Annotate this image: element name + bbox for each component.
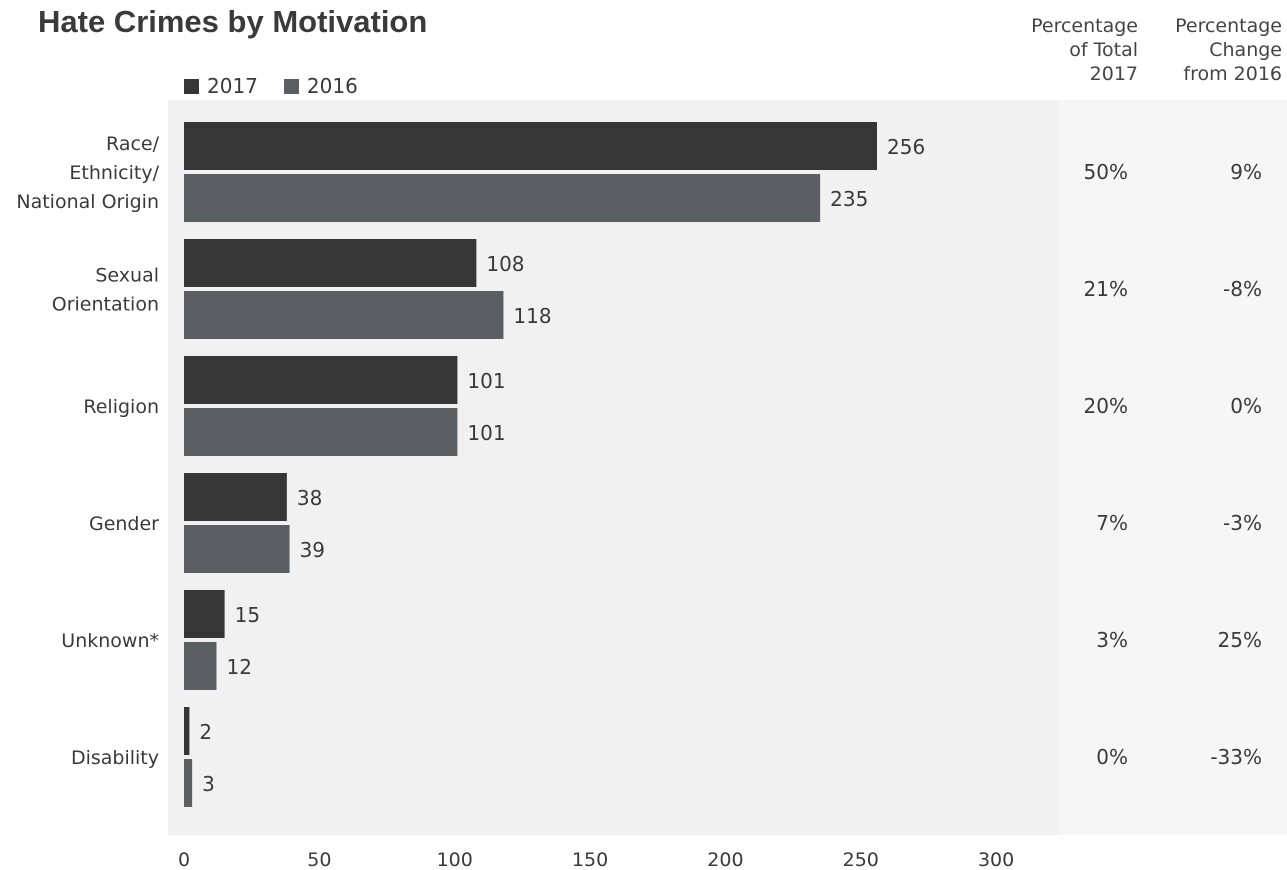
category-label-1-1: Orientation [52,294,159,316]
x-tick-label-100: 100 [437,849,473,870]
value-label-2016-5: 3 [202,772,215,796]
table-cell-1-1: -8% [1223,277,1262,301]
bar-2016-5 [184,759,193,807]
bar-2017-2 [184,356,458,404]
value-label-2016-3: 39 [300,538,325,562]
table-cell-1-5: -33% [1210,745,1262,769]
legend-swatch-2017 [184,78,199,94]
category-label-5-0: Disability [71,747,159,769]
legend-swatch-2016 [283,78,299,94]
legend: 2017 2016 [184,74,358,98]
table-cell-0-1: 21% [1084,277,1128,301]
x-tick-label-50: 50 [307,849,331,870]
bar-2017-4 [184,590,225,638]
table-cell-1-0: 9% [1230,160,1262,184]
table-background [1058,100,1287,835]
column-header-percentage-change: Percentage Change from 2016 [1175,15,1282,85]
table-cell-1-4: 25% [1218,628,1262,652]
table-cell-0-0: 50% [1084,160,1128,184]
table-cell-0-5: 0% [1096,745,1128,769]
legend-label-2017: 2017 [207,74,258,98]
table-cell-1-2: 0% [1230,394,1262,418]
legend-item-2017: 2017 [184,74,258,98]
value-label-2016-4: 12 [226,655,251,679]
plot-background [168,100,1148,835]
x-tick-label-0: 0 [178,849,190,870]
value-label-2017-2: 101 [467,369,505,393]
chart-title: Hate Crimes by Motivation [38,4,428,39]
bar-2016-4 [184,642,217,690]
x-tick-label-200: 200 [707,849,743,870]
value-label-2016-0: 235 [830,187,868,211]
bar-2017-1 [184,239,477,287]
bar-2017-3 [184,473,287,521]
bar-2016-0 [184,174,821,222]
table-cell-0-3: 7% [1096,511,1128,535]
value-label-2017-4: 15 [235,603,260,627]
x-tick-label-150: 150 [572,849,608,870]
category-label-2-0: Religion [83,396,159,418]
category-label-0-0: Race/ [106,133,160,155]
x-tick-label-250: 250 [843,849,879,870]
bar-2016-1 [184,291,504,339]
table-cell-0-4: 3% [1096,628,1128,652]
legend-label-2016: 2016 [306,74,358,98]
bar-2016-2 [184,408,458,456]
bar-2017-0 [184,122,877,170]
column-header-percentage-of-total: Percentage of Total 2017 [1031,15,1138,85]
x-tick-label-300: 300 [978,849,1014,870]
table-cell-1-3: -3% [1223,511,1262,535]
category-label-0-2: National Origin [16,191,159,213]
value-label-2017-1: 108 [486,252,524,276]
value-label-2017-5: 2 [199,720,212,744]
category-label-3-0: Gender [89,513,159,535]
value-label-2017-3: 38 [297,486,322,510]
table-cell-0-2: 20% [1084,394,1128,418]
legend-item-2016: 2016 [283,74,358,98]
category-label-1-0: Sexual [95,265,159,287]
bar-2017-5 [184,707,190,755]
value-label-2017-0: 256 [887,135,925,159]
category-label-4-0: Unknown* [61,630,159,652]
value-label-2016-2: 101 [467,421,505,445]
bar-2016-3 [184,525,290,573]
category-label-0-1: Ethnicity/ [69,162,159,184]
value-label-2016-1: 118 [513,304,551,328]
